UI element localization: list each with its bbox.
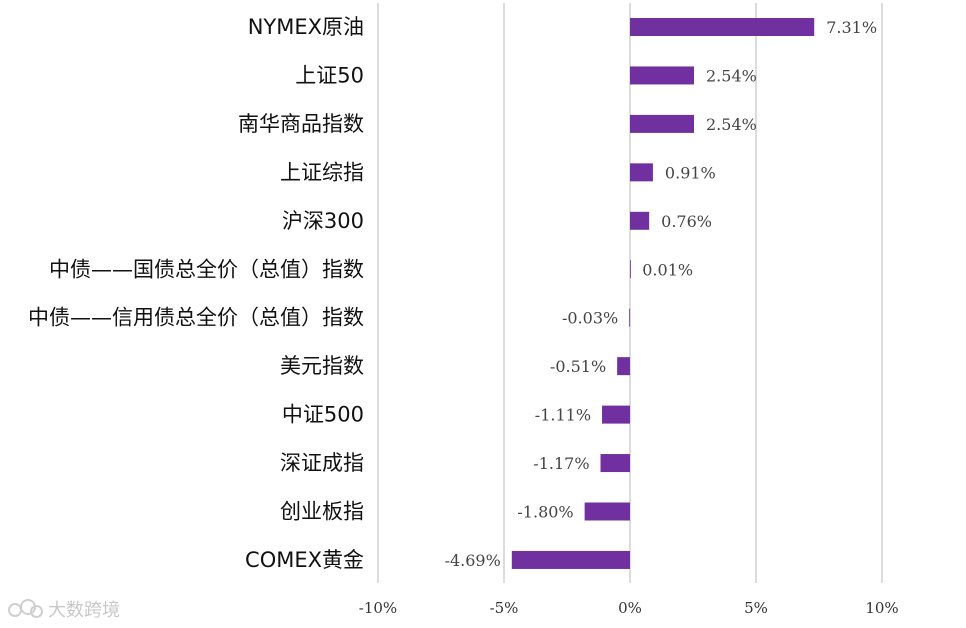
value-label: -1.11% (535, 406, 591, 425)
x-tick-label: 5% (744, 599, 768, 617)
value-label: -4.69% (445, 551, 501, 570)
value-label: 7.31% (826, 18, 877, 37)
bars (511, 18, 815, 569)
grid-lines (377, 3, 883, 583)
x-tick-label: 0% (618, 599, 642, 617)
category-label: 创业板指 (280, 500, 364, 524)
value-labels: 7.31% 2.54% 2.54% 0.91% 0.76% 0.01% -0.03% -0.5… (445, 18, 877, 570)
x-tick-label: -5% (490, 599, 519, 617)
x-axis-tick-labels: -10% -5% 0% 5% 10% (359, 599, 899, 617)
category-label: 上证50 (295, 63, 364, 87)
bar (511, 550, 630, 569)
category-label: COMEX黄金 (245, 548, 364, 572)
category-label: 南华商品指数 (238, 112, 364, 136)
category-label: 上证综指 (280, 160, 364, 184)
x-tick-label: 10% (865, 599, 898, 617)
x-tick-label: -10% (359, 599, 397, 617)
bar (630, 211, 650, 230)
bar (630, 66, 695, 85)
bar (630, 114, 695, 133)
category-label: 中证500 (282, 403, 364, 427)
value-label: 0.91% (665, 163, 716, 182)
category-label: 中债——国债总全价（总值）指数 (49, 257, 364, 281)
bar (600, 454, 630, 473)
value-label: -1.17% (533, 454, 589, 473)
bar (584, 502, 630, 521)
value-label: 2.54% (706, 115, 757, 134)
watermark-logo-icon (8, 599, 44, 619)
category-label: 中债——信用债总全价（总值）指数 (28, 306, 364, 330)
value-label: 0.76% (661, 212, 712, 231)
value-label: -0.03% (562, 309, 618, 328)
category-label: NYMEX原油 (248, 15, 364, 39)
watermark: 大数跨境 (8, 596, 120, 622)
bar (630, 18, 815, 36)
category-label: 美元指数 (280, 354, 364, 378)
value-label: -1.80% (517, 503, 573, 522)
category-label: 深证成指 (280, 451, 364, 475)
bar (617, 357, 630, 376)
bar (629, 308, 631, 327)
value-label: 0.01% (642, 260, 693, 279)
bar (630, 260, 631, 279)
bar (630, 163, 653, 182)
value-label: 2.54% (706, 66, 757, 85)
watermark-text: 大数跨境 (48, 600, 120, 621)
bar (602, 405, 630, 424)
value-label: -0.51% (550, 357, 606, 376)
category-label: 沪深300 (282, 209, 364, 233)
